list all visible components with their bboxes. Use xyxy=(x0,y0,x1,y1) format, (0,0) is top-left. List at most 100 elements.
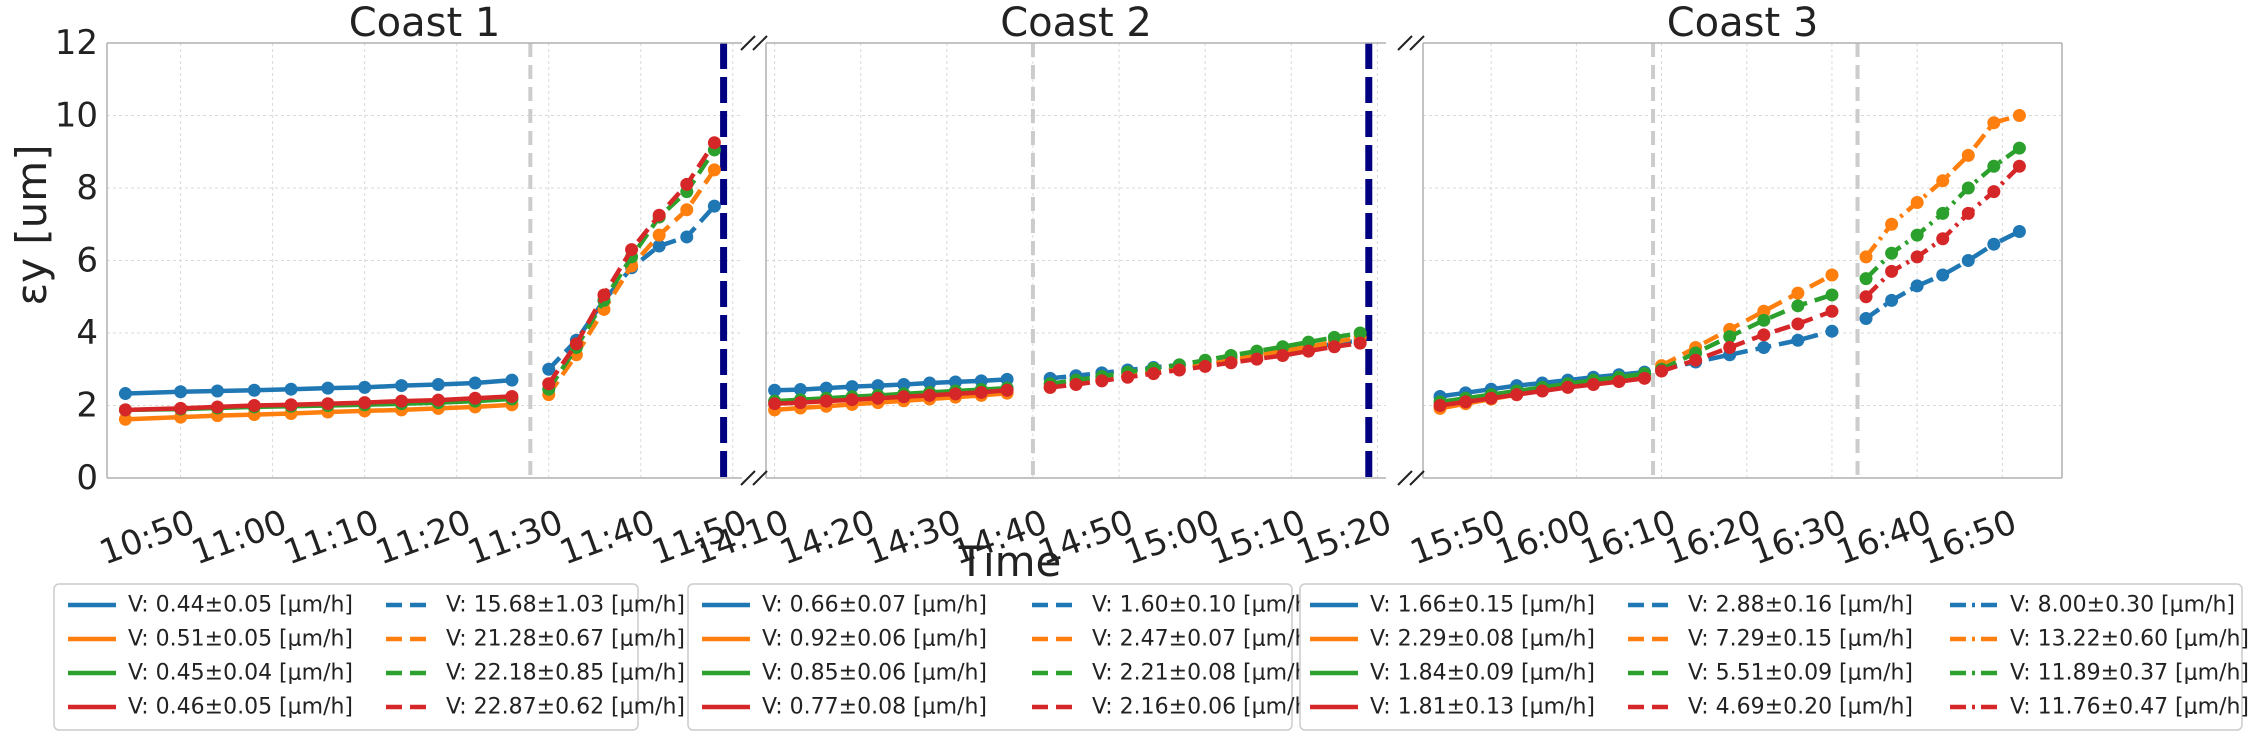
data-point xyxy=(394,394,408,408)
data-point xyxy=(1936,174,1950,188)
data-point xyxy=(1791,299,1805,313)
legend-label: V: 2.29±0.08 [μm/h] xyxy=(1370,627,1595,652)
axis-break-mark xyxy=(740,470,756,486)
data-point xyxy=(819,381,833,395)
legend-label: V: 22.87±0.62 [μm/h] xyxy=(446,695,685,720)
data-point xyxy=(174,385,188,399)
legend-item: V: 2.29±0.08 [μm/h] xyxy=(1310,627,1595,652)
data-point xyxy=(1791,317,1805,331)
data-point xyxy=(1121,370,1135,384)
legend-label: V: 13.22±0.60 [μm/h] xyxy=(2010,627,2248,652)
data-point xyxy=(923,388,937,402)
data-point xyxy=(210,384,224,398)
legend-label: V: 7.29±0.15 [μm/h] xyxy=(1688,627,1913,652)
legend-label: V: 15.68±1.03 [μm/h] xyxy=(446,593,685,618)
legend-label: V: 2.47±0.07 [μm/h] xyxy=(1092,627,1317,652)
data-point xyxy=(1484,391,1498,405)
data-point xyxy=(1825,268,1839,282)
series-green-dashdot xyxy=(1859,141,2026,286)
x-tick-label: 11:00 xyxy=(186,502,292,573)
data-point xyxy=(1885,293,1899,307)
data-point xyxy=(321,381,335,395)
data-point xyxy=(1302,335,1315,349)
data-point xyxy=(542,362,556,376)
data-point xyxy=(542,377,556,391)
legend-label: V: 2.16±0.06 [μm/h] xyxy=(1092,695,1317,720)
data-point xyxy=(1147,367,1160,381)
legend-item: V: 11.76±0.47 [μm/h] xyxy=(1950,695,2248,720)
data-point xyxy=(431,377,445,391)
legend-item: V: 21.28±0.67 [μm/h] xyxy=(386,627,685,652)
data-point xyxy=(1723,341,1737,354)
data-point xyxy=(680,230,694,244)
data-point xyxy=(1638,371,1652,385)
data-point xyxy=(1353,336,1367,350)
y-axis: 0 2 4 6 8 10 12 xyxy=(55,23,98,498)
data-point xyxy=(1825,304,1839,318)
series-blue-solid xyxy=(118,373,519,401)
data-point xyxy=(210,400,224,414)
legend-item: V: 5.51±0.09 [μm/h] xyxy=(1628,661,1913,686)
axis-break-mark xyxy=(740,35,756,51)
x-tick-label: 15:20 xyxy=(1291,502,1397,573)
data-point xyxy=(1885,217,1899,231)
legend-label: V: 11.89±0.37 [μm/h] xyxy=(2010,661,2248,686)
legend-item: V: 2.16±0.06 [μm/h] xyxy=(1032,695,1317,720)
legend-label: V: 0.51±0.05 [μm/h] xyxy=(128,627,353,652)
data-point xyxy=(118,387,132,401)
legend-label: V: 0.92±0.06 [μm/h] xyxy=(762,627,987,652)
legend-label: V: 5.51±0.09 [μm/h] xyxy=(1688,661,1913,686)
data-point xyxy=(652,239,666,253)
data-point xyxy=(897,390,911,404)
data-point xyxy=(1723,330,1737,344)
data-point xyxy=(431,393,445,407)
series-red-solid xyxy=(768,383,1014,411)
x-tick-label: 11:10 xyxy=(278,502,384,573)
data-point xyxy=(625,243,639,257)
series-line xyxy=(774,385,1008,404)
data-point xyxy=(1561,380,1575,394)
panel-title: Coast 1 xyxy=(349,0,501,46)
axis-break-mark xyxy=(1397,35,1413,51)
data-point xyxy=(358,396,372,410)
legend-item: V: 22.18±0.85 [μm/h] xyxy=(386,661,685,686)
data-point xyxy=(1910,228,1924,242)
y-tick-label: 0 xyxy=(76,458,98,498)
data-point xyxy=(680,177,694,191)
data-point xyxy=(1987,159,2001,173)
panel-title: Coast 3 xyxy=(1667,0,1819,46)
legend-label: V: 0.46±0.05 [μm/h] xyxy=(128,695,353,720)
legend-label: V: 4.69±0.20 [μm/h] xyxy=(1688,695,1913,720)
data-point xyxy=(1655,364,1669,378)
data-point xyxy=(1757,313,1771,327)
data-point xyxy=(845,393,859,407)
panel-1: 10:5011:0011:1011:2011:3011:4011:50Coast… xyxy=(94,0,752,573)
series-orange-dashdot xyxy=(1859,109,2026,264)
legend-item: V: 1.84±0.09 [μm/h] xyxy=(1310,661,1595,686)
data-point xyxy=(1224,356,1238,370)
legend-item: V: 1.81±0.13 [μm/h] xyxy=(1310,695,1595,720)
data-point xyxy=(597,288,611,302)
series-line xyxy=(774,388,1008,406)
legend-label: V: 22.18±0.85 [μm/h] xyxy=(446,661,685,686)
data-point xyxy=(1791,286,1805,300)
data-point xyxy=(1961,206,1975,220)
x-tick-label: 11:20 xyxy=(371,502,477,573)
chart-panels: 10:5011:0011:1011:2011:3011:4011:50Coast… xyxy=(55,0,2063,573)
data-point xyxy=(948,387,962,401)
data-point xyxy=(468,391,482,405)
y-tick-label: 12 xyxy=(55,23,98,63)
data-point xyxy=(1000,383,1014,397)
legend-label: V: 2.21±0.08 [μm/h] xyxy=(1092,661,1317,686)
data-point xyxy=(793,396,807,410)
data-point xyxy=(569,337,583,351)
legend-label: V: 0.44±0.05 [μm/h] xyxy=(128,593,353,618)
data-point xyxy=(1825,324,1839,338)
y-tick-label: 6 xyxy=(76,241,98,281)
axis-break-mark xyxy=(1397,470,1413,486)
panel-3: 15:5016:0016:1016:2016:3016:4016:50Coast… xyxy=(1397,0,2063,573)
data-point xyxy=(358,380,372,394)
legend-item: V: 15.68±1.03 [μm/h] xyxy=(386,593,685,618)
y-tick-label: 10 xyxy=(55,96,98,136)
data-point xyxy=(1910,196,1924,209)
